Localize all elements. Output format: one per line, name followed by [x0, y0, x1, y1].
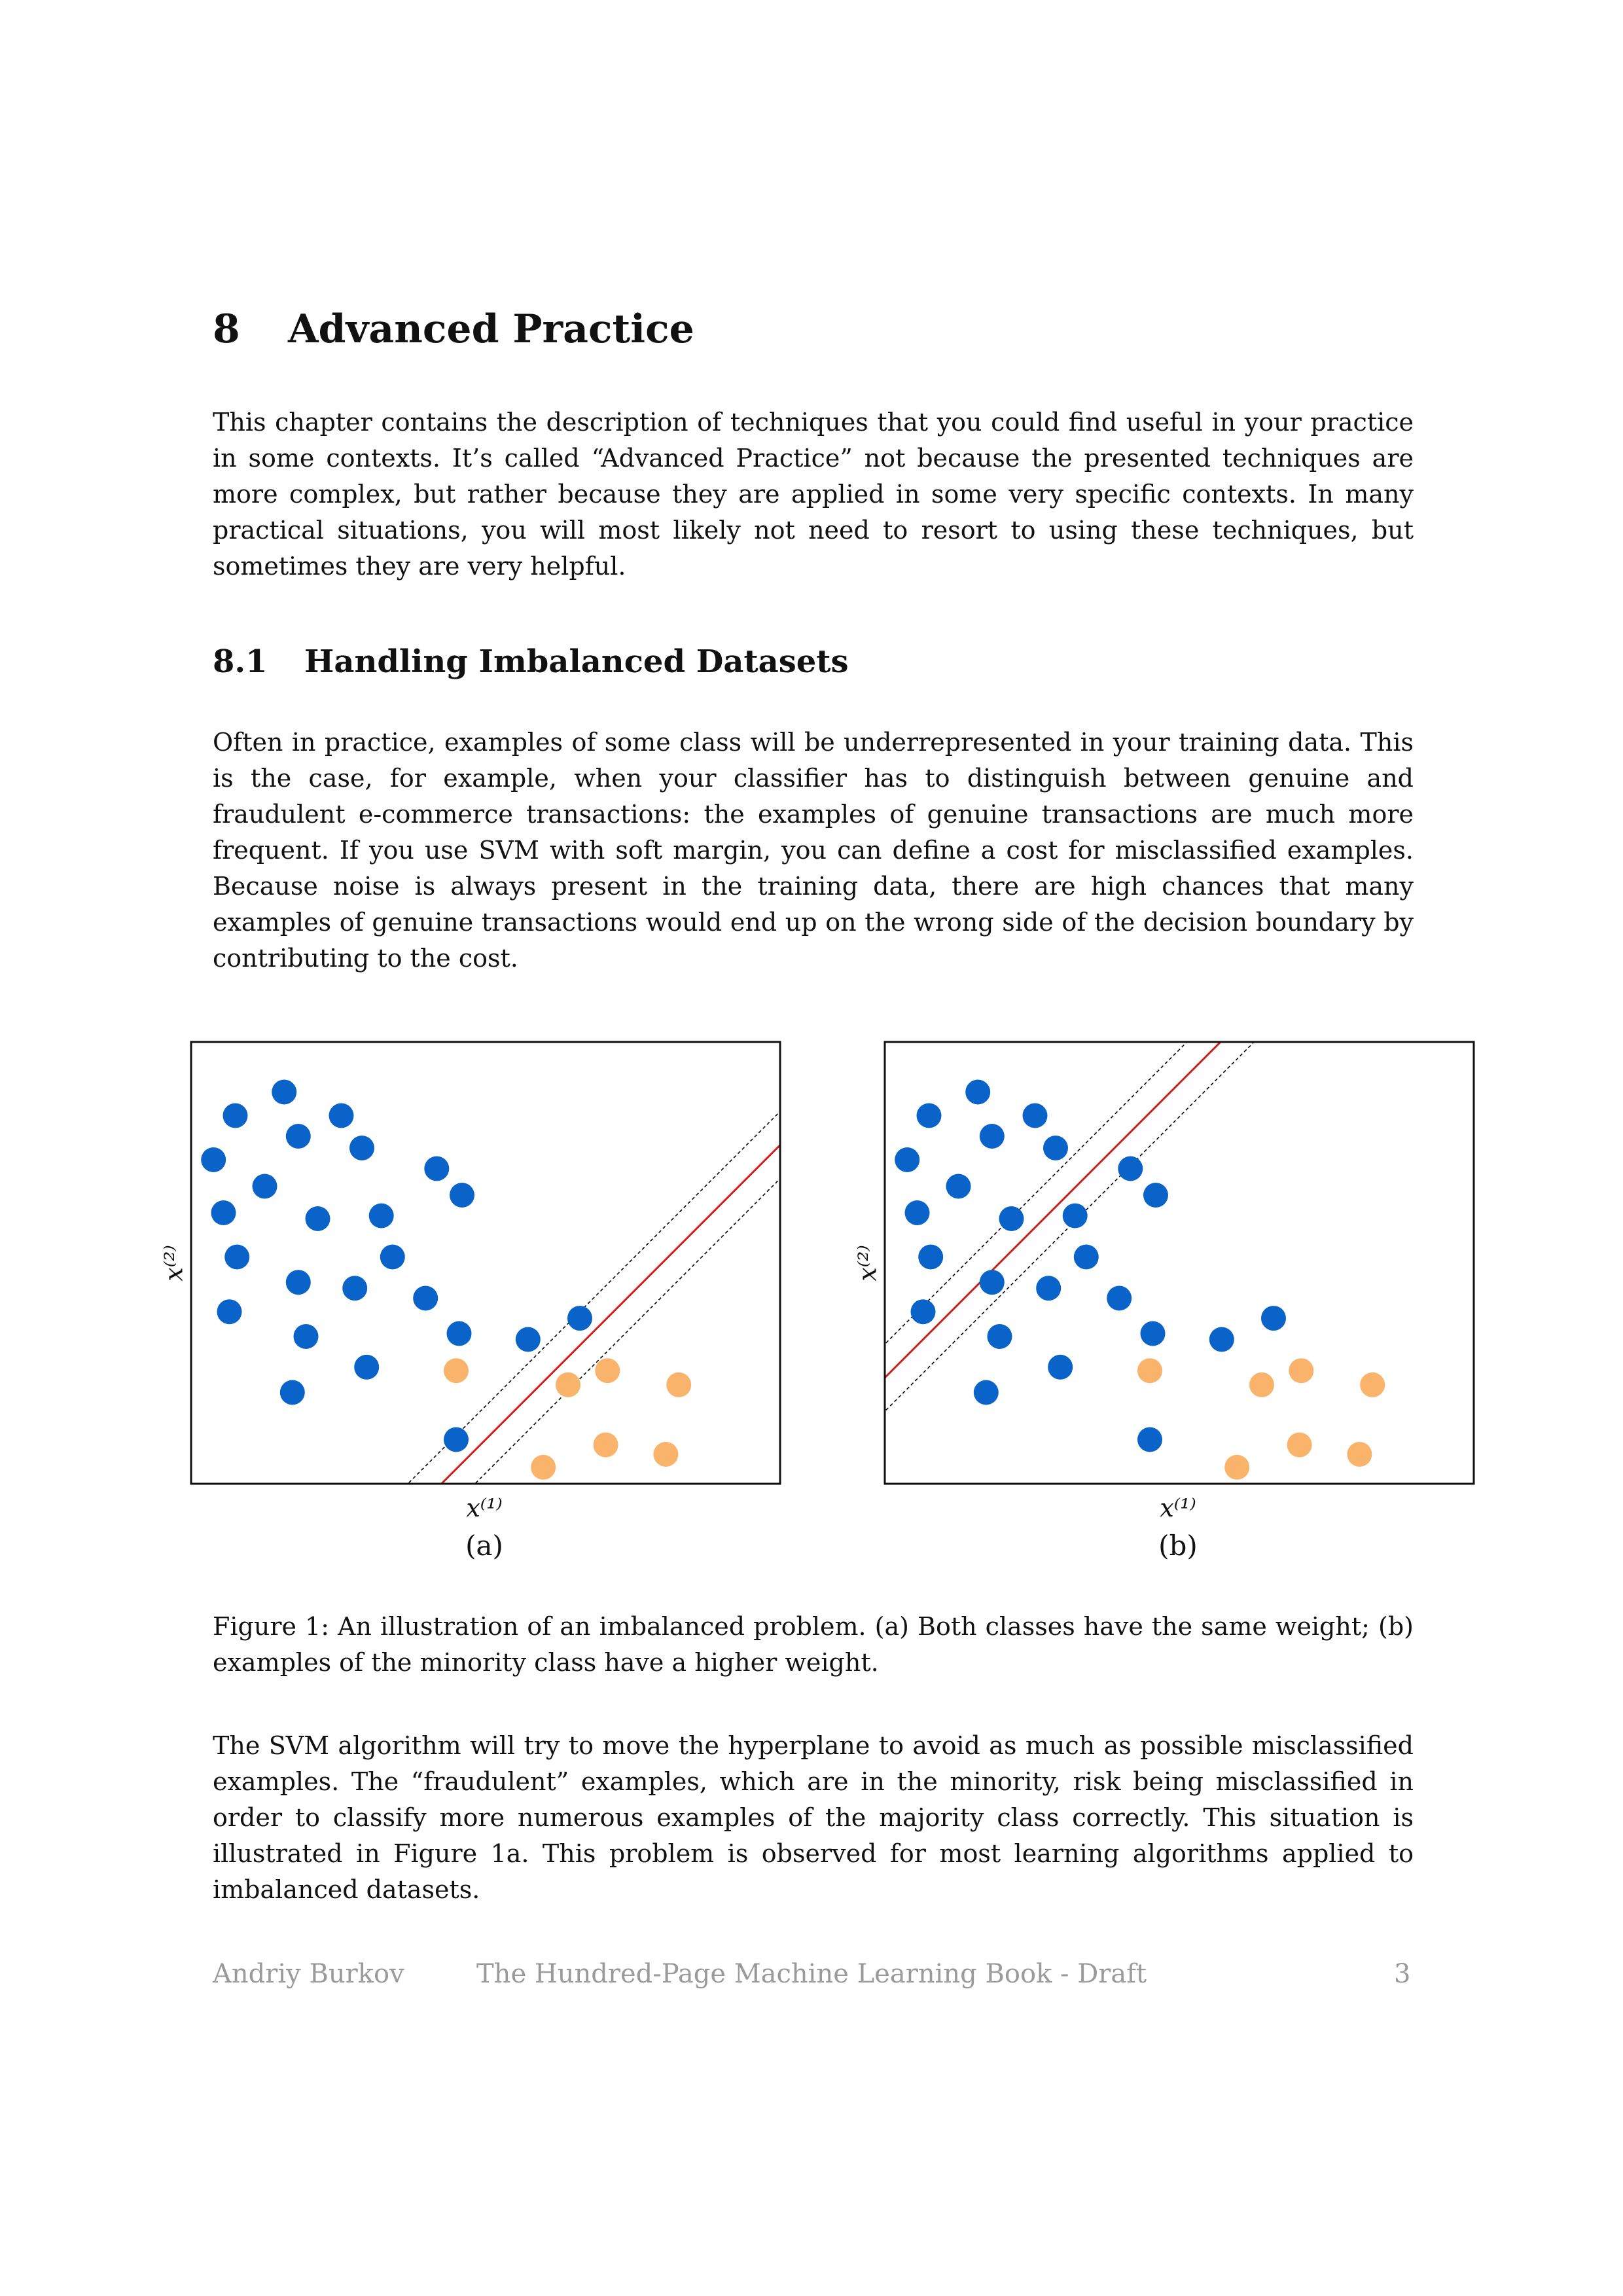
majority-point: [1107, 1285, 1132, 1311]
section-number: 8.1: [213, 643, 268, 680]
minority-point: [556, 1372, 580, 1397]
margin-line-lower: [885, 1042, 1255, 1412]
majority-point: [916, 1103, 942, 1128]
chapter-heading: 8 Advanced Practice: [213, 308, 1414, 351]
x-axis-label: x⁽¹⁾: [466, 1494, 503, 1522]
majority-point: [1140, 1321, 1166, 1346]
minority-point: [1289, 1358, 1314, 1384]
majority-point: [1118, 1156, 1143, 1181]
section-heading: 8.1 Handling Imbalanced Datasets: [213, 645, 1414, 679]
majority-point: [1137, 1427, 1162, 1452]
majority-point: [272, 1079, 297, 1105]
majority-point: [368, 1203, 394, 1229]
minority-point: [531, 1454, 556, 1480]
body-paragraph-imbalance: Often in practice, examples of some clas…: [213, 728, 1414, 973]
majority-point: [910, 1299, 936, 1325]
majority-point: [1209, 1327, 1234, 1352]
majority-point: [217, 1299, 242, 1325]
majority-point: [223, 1103, 248, 1128]
plot-frame: [190, 1041, 781, 1485]
majority-point: [293, 1324, 319, 1349]
majority-point: [446, 1321, 472, 1346]
majority-point: [342, 1276, 368, 1301]
decision-boundary-line: [440, 1143, 780, 1484]
margin-line-lower: [474, 1177, 780, 1484]
footer-author: Andriy Burkov: [213, 1959, 404, 1989]
x-axis-label: x⁽¹⁾: [1160, 1494, 1196, 1522]
majority-point: [946, 1174, 971, 1199]
minority-point: [1347, 1442, 1372, 1467]
majority-point: [979, 1270, 1005, 1295]
minority-point: [1287, 1432, 1312, 1458]
majority-point: [424, 1156, 450, 1181]
majority-point: [211, 1200, 236, 1225]
chapter-title: Advanced Practice: [288, 306, 694, 352]
minority-point: [1137, 1358, 1162, 1384]
majority-point: [450, 1183, 474, 1208]
majority-point: [1022, 1103, 1048, 1128]
majority-point: [918, 1244, 944, 1270]
boundary-lines: [885, 1042, 1255, 1412]
body-paragraph-svm: The SVM algorithm will try to move the h…: [213, 1731, 1414, 1904]
majority-point: [1261, 1306, 1286, 1331]
majority-point: [1073, 1244, 1099, 1270]
minority-point: [1249, 1372, 1274, 1397]
majority-point: [285, 1270, 311, 1295]
footer-page-number: 3: [1394, 1959, 1411, 1989]
minority-point: [595, 1358, 620, 1384]
majority-point: [965, 1079, 991, 1105]
majority-point: [1062, 1203, 1088, 1229]
y-axis-label: x⁽²⁾: [853, 1244, 882, 1282]
figure-caption: Figure 1: An illustration of an imbalanc…: [213, 1612, 1414, 1677]
margin-line-upper: [885, 1042, 1188, 1345]
boundary-lines: [407, 1111, 780, 1484]
majority-point: [252, 1174, 277, 1199]
intro-paragraph: This chapter contains the description of…: [213, 408, 1414, 581]
plot-frame: [883, 1041, 1475, 1485]
majority-point: [1036, 1276, 1061, 1301]
majority-point: [279, 1380, 305, 1405]
majority-point: [987, 1324, 1012, 1349]
majority-point: [224, 1244, 250, 1270]
minority-point: [1224, 1454, 1250, 1480]
majority-point: [329, 1103, 354, 1128]
majority-point: [444, 1427, 469, 1452]
majority-point: [349, 1136, 374, 1160]
majority-point: [979, 1124, 1005, 1149]
margin-line-upper: [407, 1111, 780, 1484]
majority-point: [413, 1285, 438, 1311]
majority-point: [904, 1200, 930, 1225]
majority-point: [973, 1380, 999, 1405]
scatter-chart-b: [883, 1041, 1475, 1485]
figure-panel-b: x⁽¹⁾ x⁽²⁾ (b): [853, 1041, 1475, 1562]
majority-point: [285, 1124, 311, 1149]
footer-book-title: The Hundred-Page Machine Learning Book -…: [476, 1959, 1147, 1989]
majority-point: [380, 1244, 405, 1270]
majority-point: [1048, 1354, 1073, 1380]
majority-point: [354, 1354, 380, 1380]
majority-point: [1043, 1136, 1068, 1160]
section-title: Handling Imbalanced Datasets: [304, 643, 849, 680]
figure-panel-a: x⁽¹⁾ x⁽²⁾ (a): [160, 1041, 781, 1562]
majority-point: [567, 1306, 592, 1331]
panel-label: (b): [1158, 1530, 1198, 1562]
majority-point: [1143, 1183, 1168, 1208]
decision-boundary-line: [885, 1042, 1222, 1380]
minority-point: [444, 1358, 469, 1384]
minority-point: [653, 1442, 679, 1467]
minority-point: [666, 1372, 692, 1397]
y-axis-label: x⁽²⁾: [159, 1244, 188, 1282]
majority-point: [999, 1206, 1024, 1231]
majority-point: [895, 1147, 920, 1172]
majority-point: [305, 1206, 330, 1231]
chapter-number: 8: [213, 306, 240, 352]
majority-point: [201, 1147, 226, 1172]
majority-point: [515, 1327, 541, 1352]
minority-point: [593, 1432, 618, 1458]
scatter-chart-a: [190, 1041, 781, 1485]
panel-label: (a): [465, 1530, 503, 1562]
minority-point: [1360, 1372, 1385, 1397]
